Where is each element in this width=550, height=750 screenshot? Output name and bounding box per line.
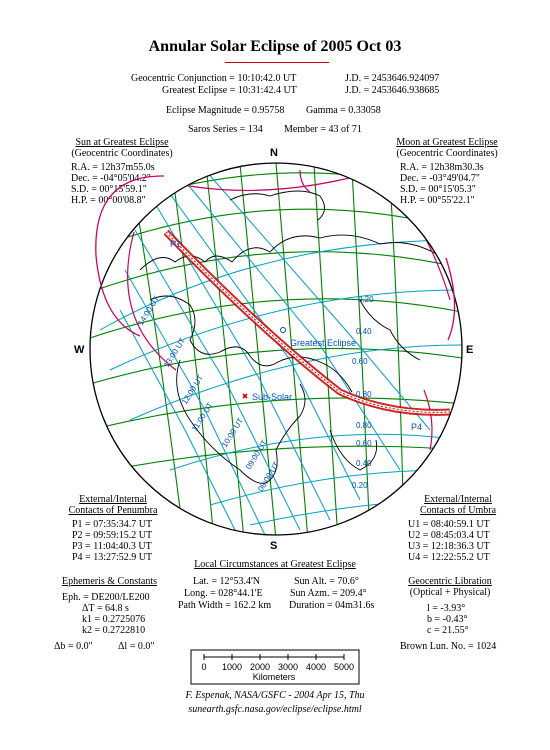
saros-series: Saros Series = 134: [188, 124, 263, 135]
ephemeris-dt: ΔT = 64.8 s: [82, 603, 129, 614]
sun-dec: Dec. = -04°05'04.2": [71, 173, 151, 184]
libration-l: l = -3.93°: [427, 603, 466, 614]
globe-outline: [89, 162, 463, 536]
scale-tick-label: 5000: [334, 662, 354, 672]
moon-ra: R.A. = 12h38m30.3s: [400, 162, 484, 173]
moon-hp: H.P. = 00°55'22.1": [400, 195, 475, 206]
umbra-u3: U3 = 12:18:36.3 UT: [408, 541, 490, 552]
gamma: Gamma = 0.33058: [306, 105, 381, 116]
local-path-width: Path Width = 162.2 km: [178, 600, 272, 611]
time-label: 14:00 UT: [136, 294, 161, 327]
magnitude-label: 0.80: [356, 390, 372, 399]
ephemeris-k2: k2 = 0.2722810: [82, 625, 146, 636]
local-heading: Local Circumstances at Greatest Eclipse: [194, 559, 356, 570]
ephemeris-dl: Δl = 0.0": [118, 641, 155, 652]
libration-heading: Geocentric Libration: [408, 576, 492, 587]
distance-scale-bar: 0 1000 2000 3000 4000 5000 Kilometers: [190, 649, 360, 685]
umbra-u2: U2 = 08:45:03.4 UT: [408, 530, 490, 541]
greatest-eclipse-time: Greatest Eclipse = 10:31:42.4 UT: [162, 85, 297, 96]
libration-b: b = -0.43°: [427, 614, 468, 625]
sun-hp: H.P. = 00°00'08.8": [71, 195, 146, 206]
local-long: Long. = 028°44.1'E: [184, 588, 263, 599]
umbra-heading-2: Contacts of Umbra: [419, 505, 497, 516]
moon-dec: Dec. = -03°49'04.7": [400, 173, 480, 184]
compass-east: E: [466, 344, 474, 356]
central-path: [163, 229, 451, 416]
magnitude-labels: 0.20 0.40 0.60 0.80 0.80 0.60 0.40 0.20: [352, 295, 374, 490]
greatest-eclipse-label: Greatest Eclipse: [290, 338, 356, 348]
moon-heading: Moon at Greatest Eclipse: [396, 137, 498, 148]
sub-solar-label: Sub-Solar: [252, 392, 292, 402]
sub-solar-marker: [242, 393, 248, 399]
moon-sd: S.D. = 00°15'05.3": [400, 184, 476, 195]
sun-ra: R.A. = 12h37m55.0s: [71, 162, 155, 173]
umbra-u4: U4 = 12:22:55.2 UT: [408, 552, 490, 563]
credit-line: F. Espenak, NASA/GSFC - 2004 Apr 15, Thu: [185, 690, 365, 701]
eclipse-magnitude: Eclipse Magnitude = 0.95758: [166, 105, 285, 116]
magnitude-contours: [99, 239, 462, 526]
p1-label: P1: [170, 239, 181, 249]
local-sun-alt: Sun Alt. = 70.6°: [294, 576, 359, 587]
penumbra-p2: P2 = 09:59:15.2 UT: [72, 530, 153, 541]
compass-north: N: [270, 147, 278, 159]
title-underline: [225, 62, 329, 63]
sun-sd: S.D. = 00°15'59.1": [71, 184, 147, 195]
magnitude-label: 0.40: [356, 327, 372, 336]
libration-c: c = 21.55°: [427, 625, 469, 636]
libration-subheading: (Optical + Physical): [409, 587, 491, 598]
conjunction-jd: J.D. = 2453646.924097: [345, 73, 440, 84]
coastlines: [139, 190, 441, 484]
time-label: 12:00 UT: [180, 373, 205, 406]
url-line: sunearth.gsfc.nasa.gov/eclipse/eclipse.h…: [188, 704, 362, 715]
p4-label: P4: [411, 422, 422, 432]
time-contours: [119, 169, 431, 535]
scale-tick-label: 4000: [306, 662, 326, 672]
ephemeris-heading: Ephemeris & Constants: [62, 576, 157, 587]
umbra-heading: External/Internal: [424, 494, 492, 505]
penumbra-heading-2: Contacts of Penumbra: [68, 505, 158, 516]
local-sun-azm: Sun Azm. = 209.4°: [290, 588, 367, 599]
brown-lunation: Brown Lun. No. = 1024: [400, 641, 497, 652]
compass-south: S: [270, 540, 278, 552]
conjunction-time: Geocentric Conjunction = 10:10:42.0 UT: [131, 73, 297, 84]
magnitude-label: 0.60: [352, 357, 368, 366]
local-lat: Lat. = 12°53.4'N: [193, 576, 260, 587]
magnitude-label: 0.20: [358, 295, 374, 304]
umbra-u1: U1 = 08:40:59.1 UT: [408, 519, 490, 530]
sun-heading: Sun at Greatest Eclipse: [75, 137, 169, 148]
magnitude-label: 0.20: [352, 481, 368, 490]
compass-west: W: [74, 344, 85, 356]
penumbra-lobe-east: [445, 257, 456, 341]
greatest-eclipse-jd: J.D. = 2453646.938685: [345, 85, 440, 96]
saros-member: Member = 43 of 71: [284, 124, 362, 135]
magnitude-label: 0.80: [356, 421, 372, 430]
magnitude-label: 0.60: [356, 439, 372, 448]
penumbra-p1: P1 = 07:35:34.7 UT: [72, 519, 153, 530]
scale-tick-label: 0: [201, 662, 206, 672]
ephemeris-db: Δb = 0.0": [54, 641, 93, 652]
scale-unit: Kilometers: [253, 672, 296, 682]
penumbra-p4: P4 = 13:27:52.9 UT: [72, 552, 153, 563]
ephemeris-k1: k1 = 0.2725076: [82, 614, 146, 625]
penumbra-lobe-west: [95, 175, 165, 337]
ephemeris-eph: Eph. = DE200/LE200: [62, 592, 150, 603]
local-duration: Duration = 04m31.6s: [289, 600, 375, 611]
penumbra-heading: External/Internal: [79, 494, 147, 505]
page-title: Annular Solar Eclipse of 2005 Oct 03: [148, 38, 402, 55]
magnitude-label: 0.40: [356, 459, 372, 468]
moon-subheading: (Geocentric Coordinates): [396, 148, 498, 159]
greatest-eclipse-marker: [280, 327, 286, 333]
penumbra-p3: P3 = 11:04:40.3 UT: [72, 541, 152, 552]
scale-tick-label: 1000: [222, 662, 242, 672]
scale-tick-label: 2000: [250, 662, 270, 672]
scale-tick-label: 3000: [278, 662, 298, 672]
sun-subheading: (Geocentric Coordinates): [71, 148, 173, 159]
